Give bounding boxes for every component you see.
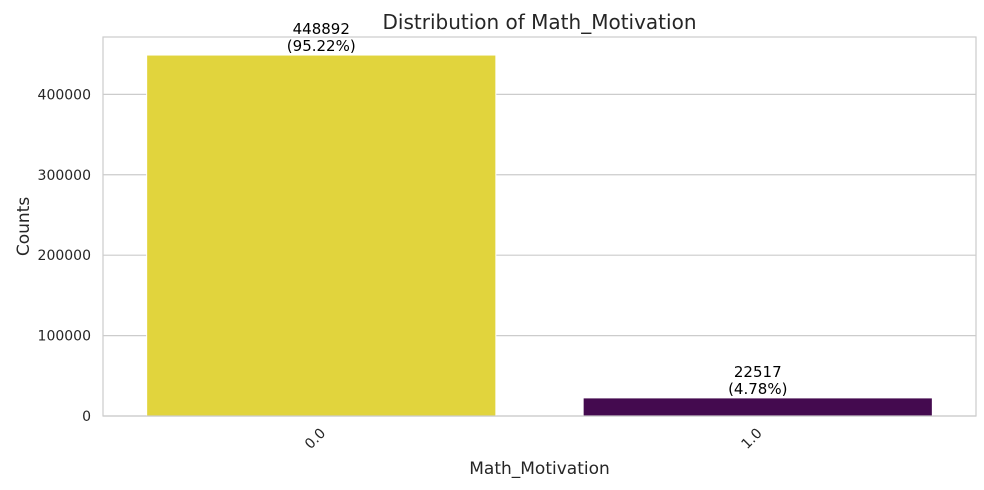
y-tick-label: 400000 — [38, 87, 91, 103]
y-tick-label: 200000 — [38, 248, 91, 264]
x-axis-label: Math_Motivation — [469, 459, 610, 479]
bar-value-label: 22517 — [734, 363, 782, 381]
y-tick-label: 100000 — [38, 329, 91, 345]
x-tick-labels: 0.0 1.0 — [302, 426, 766, 453]
bar-value-label: 448892 — [293, 20, 350, 38]
bar-percent-label: (95.22%) — [287, 37, 356, 55]
y-tick-label: 0 — [82, 409, 91, 425]
bar-1-0 — [582, 397, 933, 417]
bar-percent-label: (4.78%) — [728, 380, 787, 398]
plot-frame — [102, 36, 977, 417]
bars — [146, 54, 933, 417]
chart-title: Distribution of Math_Motivation — [383, 10, 697, 34]
y-tick-labels: 0 100000 200000 300000 400000 — [38, 87, 91, 425]
x-tick-label: 0.0 — [302, 426, 329, 453]
x-tick-label: 1.0 — [739, 426, 766, 453]
data-labels: 448892(95.22%) 22517(4.78%) — [287, 20, 788, 398]
bar-0-0 — [146, 54, 497, 417]
y-axis-label: Counts — [14, 197, 34, 256]
y-tick-label: 300000 — [38, 168, 91, 184]
